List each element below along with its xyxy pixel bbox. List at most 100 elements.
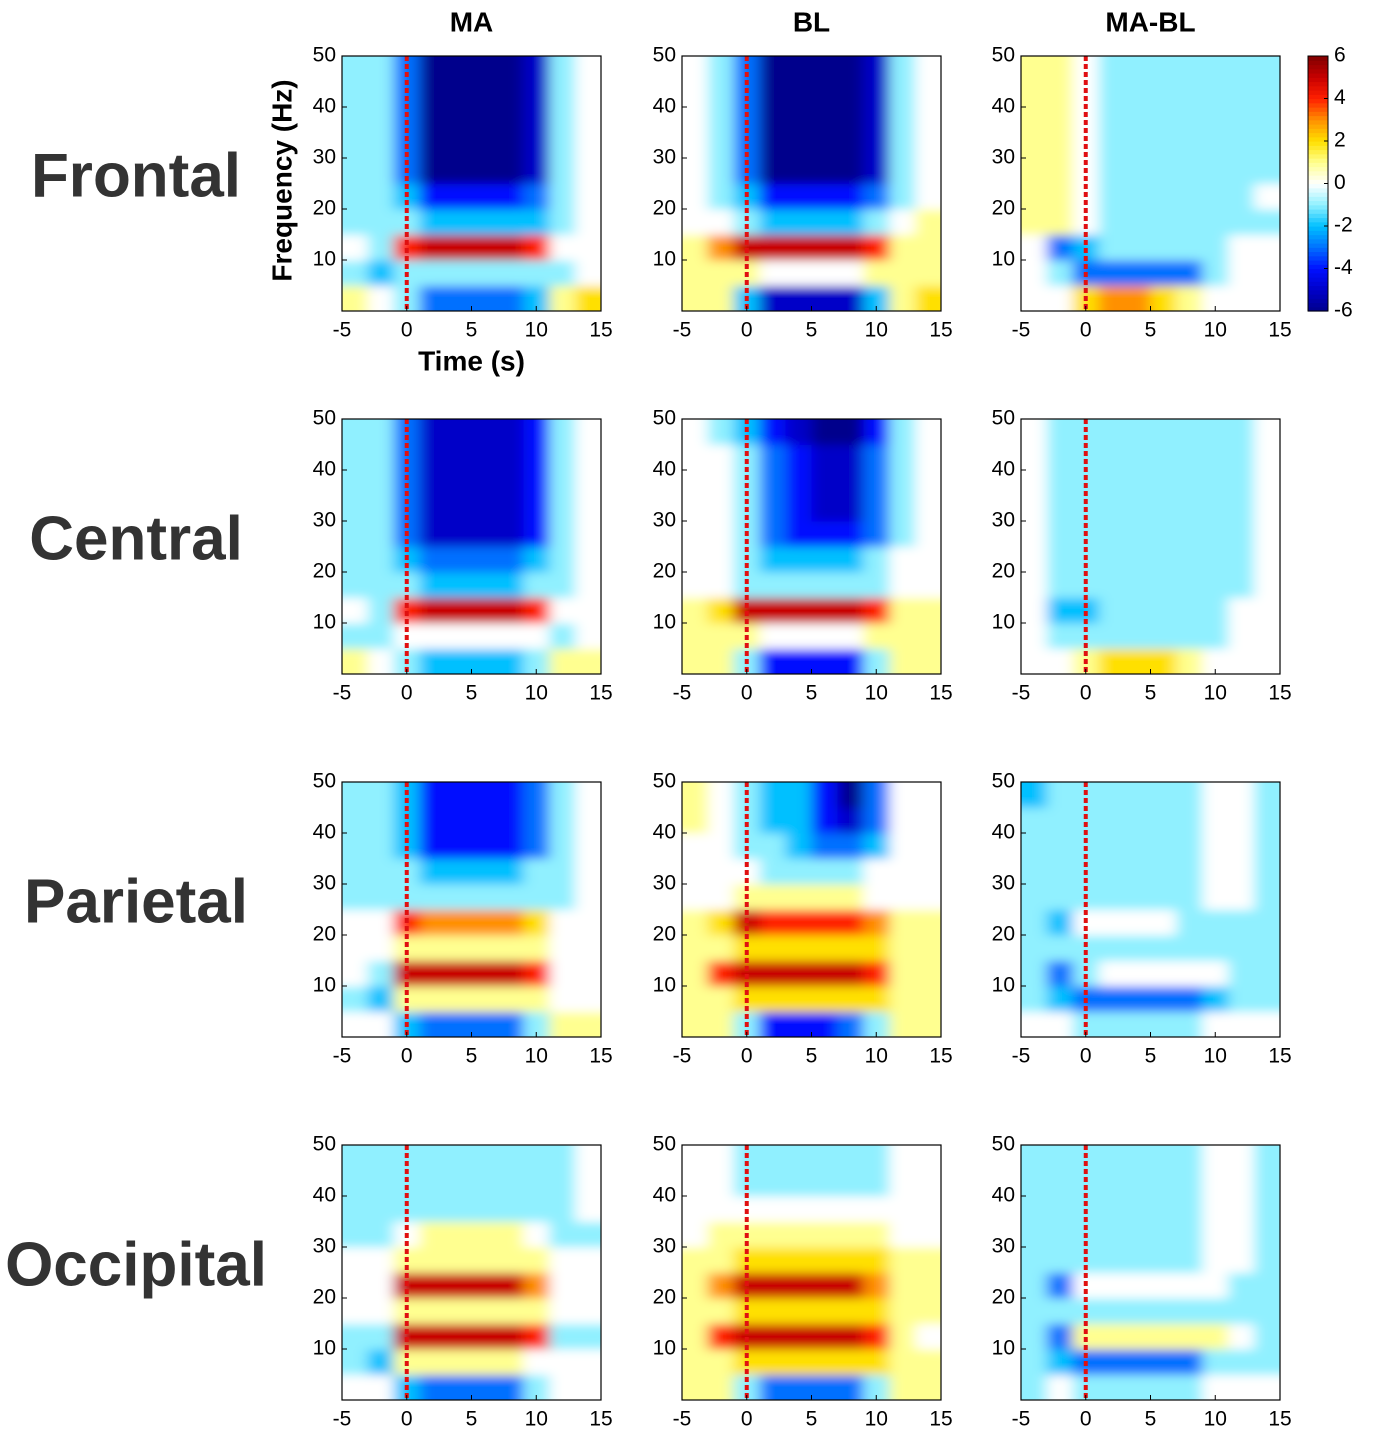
heatmap-cell	[1202, 521, 1229, 547]
heatmap-cell	[549, 572, 576, 598]
heatmap-cell	[707, 81, 735, 108]
heatmap-cell	[523, 1170, 550, 1197]
heatmap-cell	[549, 1374, 576, 1400]
heatmap-cell	[549, 648, 576, 674]
heatmap-cell	[889, 444, 916, 471]
heatmap-cell	[367, 986, 395, 1012]
heatmap-cell	[1150, 807, 1177, 834]
heatmap-cell	[367, 858, 395, 885]
heatmap-cell	[1150, 132, 1177, 159]
heatmap-cell	[1124, 1374, 1151, 1400]
heatmap-cell	[445, 132, 472, 159]
heatmap-cell	[367, 1272, 395, 1299]
heatmap-cell	[1176, 183, 1203, 210]
heatmap-cell	[759, 858, 787, 885]
colorbar-swatch	[1308, 209, 1328, 214]
heatmap-cell	[682, 234, 709, 261]
x-tick-label: -5	[673, 319, 692, 342]
heatmap-cell	[1150, 1247, 1177, 1273]
heatmap-cell	[523, 572, 550, 598]
heatmap-cell	[367, 444, 395, 471]
heatmap-cell	[497, 833, 524, 859]
heatmap-cell	[889, 597, 916, 624]
heatmap-cell	[1254, 1272, 1280, 1299]
heatmap-cell	[419, 470, 447, 496]
heatmap-cell	[471, 858, 498, 885]
heatmap-cell	[863, 1170, 890, 1197]
heatmap-cell	[682, 648, 709, 674]
heatmap-cell	[342, 56, 369, 82]
heatmap-cell	[889, 158, 916, 184]
heatmap-cell	[1202, 1272, 1229, 1299]
heatmap-cell	[471, 833, 498, 859]
heatmap-cell	[1124, 648, 1151, 674]
heatmap-cell	[523, 782, 550, 808]
heatmap-cell	[575, 960, 601, 987]
y-tick-label: 30	[653, 146, 676, 169]
heatmap-cell	[1176, 209, 1203, 235]
heatmap-cell	[733, 935, 761, 961]
heatmap-cell	[1098, 986, 1126, 1012]
heatmap-cell	[785, 1323, 812, 1350]
heatmap-cell	[863, 1145, 890, 1171]
heatmap-cell	[1254, 1221, 1280, 1248]
heatmap-cell	[707, 1349, 735, 1375]
heatmap-cell	[1021, 546, 1048, 573]
heatmap-cell	[837, 782, 864, 808]
heatmap-cell	[785, 285, 812, 311]
heatmap-cell	[759, 1349, 787, 1375]
heatmap-cell	[1124, 833, 1151, 859]
heatmap-cell	[1046, 597, 1074, 624]
heatmap-cell	[342, 546, 369, 573]
heatmap-cell	[575, 782, 601, 808]
y-tick-label: 40	[313, 458, 336, 481]
heatmap-cells	[1021, 56, 1280, 311]
heatmap-cell	[915, 1247, 941, 1273]
heatmap-cell	[1254, 623, 1280, 649]
heatmap-cell	[863, 1298, 890, 1324]
heatmap-cell	[1176, 546, 1203, 573]
heatmap-cell	[523, 234, 550, 261]
heatmap-cell	[837, 1323, 864, 1350]
heatmap-cell	[863, 546, 890, 573]
heatmap-cell	[393, 81, 421, 108]
heatmap-cell	[889, 209, 916, 235]
heatmap-cell	[811, 495, 838, 522]
y-tick-label: 20	[992, 923, 1015, 946]
heatmap-cell	[1202, 495, 1229, 522]
heatmap-cell	[1021, 107, 1048, 133]
heatmap-cell	[682, 444, 709, 471]
heatmap-cell	[707, 1196, 735, 1222]
y-tick-label: 50	[653, 44, 676, 67]
heatmap-cell	[1228, 1323, 1255, 1350]
heatmap-cell	[445, 81, 472, 108]
heatmap-cell	[863, 495, 890, 522]
heatmap-cell	[549, 807, 576, 834]
heatmap-cell	[837, 1221, 864, 1248]
heatmap-cell	[497, 1323, 524, 1350]
heatmap-cell	[445, 833, 472, 859]
heatmap-cell	[889, 1374, 916, 1400]
heatmap-cell	[811, 1349, 838, 1375]
heatmap-cell	[837, 209, 864, 235]
heatmap-cell	[342, 234, 369, 261]
heatmap-cell	[1228, 986, 1255, 1012]
heatmap-cell	[1098, 1272, 1126, 1299]
heatmap-cell	[889, 1221, 916, 1248]
heatmap-cell	[1021, 623, 1048, 649]
x-tick-label: 0	[401, 1045, 413, 1068]
heatmap-cell	[1150, 648, 1177, 674]
x-tick-label: 0	[1080, 1408, 1092, 1431]
heatmap-cell	[1098, 56, 1126, 82]
heatmap-cell	[445, 183, 472, 210]
heatmap-cell	[445, 960, 472, 987]
heatmap-cell	[523, 260, 550, 286]
heatmap-cell	[1254, 807, 1280, 834]
heatmap-cell	[1150, 1145, 1177, 1171]
heatmap-cell	[1202, 909, 1229, 936]
heatmap-cell	[1046, 81, 1074, 108]
heatmap-cell	[811, 1145, 838, 1171]
heatmap-cell	[575, 260, 601, 286]
heatmap-cell	[915, 884, 941, 910]
heatmap-cell	[785, 81, 812, 108]
